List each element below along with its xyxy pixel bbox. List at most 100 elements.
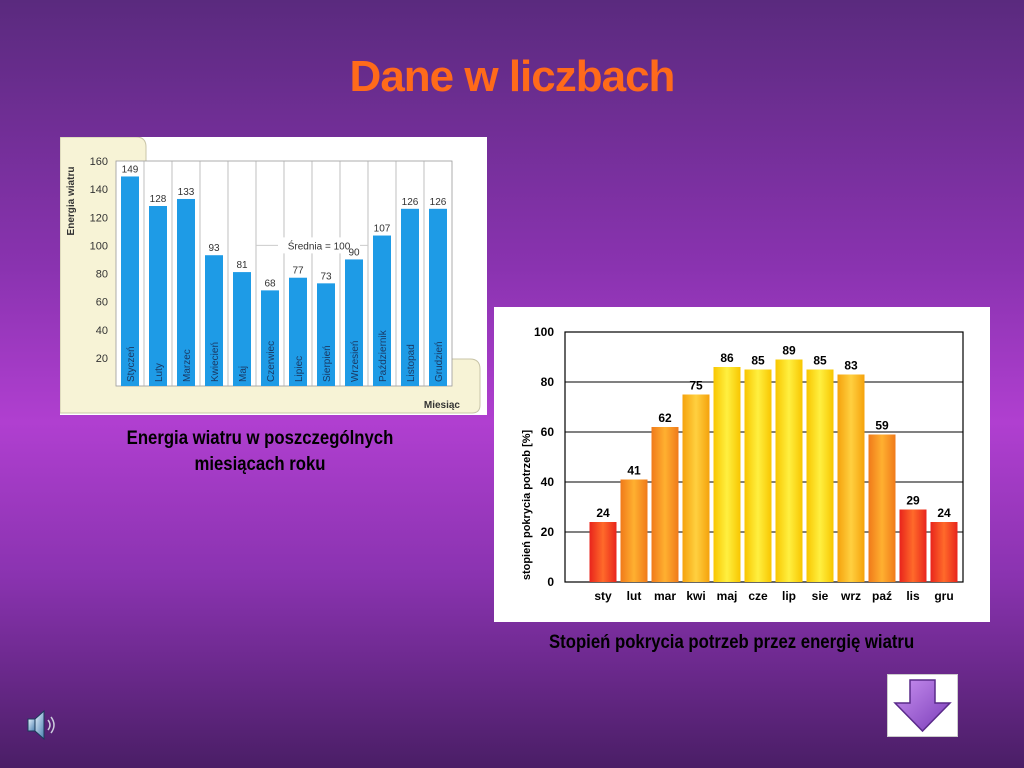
chart1-category-label: Maj bbox=[238, 366, 249, 382]
chart1-bar-value-label: 90 bbox=[348, 247, 360, 258]
chart2-bar bbox=[837, 374, 865, 582]
chart1-category-label: Październik bbox=[378, 329, 389, 382]
chart1-bar-value-label: 77 bbox=[292, 266, 304, 277]
chart2-bar bbox=[899, 509, 927, 582]
chart2-caption: Stopień pokrycia potrzeb przez energię w… bbox=[549, 632, 915, 653]
chart1-x-axis-label: Miesiąc bbox=[424, 400, 461, 411]
chart1-bar-value-label: 126 bbox=[430, 197, 447, 208]
chart1-bar-value-label: 81 bbox=[236, 260, 248, 271]
down-arrow-icon bbox=[893, 679, 952, 733]
chart2-y-tick-label: 0 bbox=[547, 575, 554, 589]
chart2-bar-value-label: 59 bbox=[875, 419, 889, 433]
chart2-y-tick-label: 60 bbox=[541, 425, 555, 439]
chart2-y-tick-label: 100 bbox=[534, 325, 554, 339]
chart2-bar bbox=[930, 522, 958, 582]
chart1-bar bbox=[205, 255, 223, 386]
chart1-y-tick-label: 20 bbox=[96, 353, 108, 365]
chart1-bar-value-label: 73 bbox=[320, 271, 332, 282]
chart2-category-label: lut bbox=[627, 589, 642, 603]
chart1-bar bbox=[289, 277, 307, 386]
chart2-bar-value-label: 24 bbox=[596, 506, 610, 520]
chart1-bar-value-label: 68 bbox=[264, 278, 276, 289]
chart2-bar bbox=[713, 367, 741, 582]
chart1-bar-value-label: 93 bbox=[208, 243, 220, 254]
chart1-bar-value-label: 128 bbox=[150, 194, 167, 205]
coverage-chart: 0 20 40 60 80 100 stopień pokrycia potrzeb [%]… bbox=[521, 325, 964, 603]
chart2-y-tick-label: 80 bbox=[541, 375, 555, 389]
chart2-bar-value-label: 85 bbox=[751, 354, 765, 368]
next-slide-button[interactable] bbox=[887, 674, 958, 737]
chart2-y-tick-label: 20 bbox=[541, 525, 555, 539]
chart1-average-label: Średnia = 100 bbox=[288, 239, 351, 252]
chart1-category-label: Sierpień bbox=[322, 345, 333, 382]
chart1-bar-value-label: 107 bbox=[374, 224, 391, 235]
chart2-category-label: mar bbox=[654, 589, 676, 603]
chart2-bar-value-label: 29 bbox=[906, 494, 920, 508]
chart1-bar bbox=[121, 176, 139, 386]
chart2-bar bbox=[620, 479, 648, 582]
chart2-bar bbox=[806, 369, 834, 582]
chart1-bar-value-label: 149 bbox=[122, 164, 139, 175]
chart1-bar bbox=[261, 290, 279, 386]
chart2-bar-value-label: 75 bbox=[689, 379, 703, 393]
chart2-bar-value-label: 85 bbox=[813, 354, 827, 368]
chart2-category-label: maj bbox=[717, 589, 738, 603]
chart2-bar bbox=[868, 434, 896, 582]
chart2-category-label: lip bbox=[782, 589, 796, 603]
wind-energy-chart: 20 40 60 80 100 120 140 160 Energia wiatru Średni… bbox=[59, 136, 481, 414]
chart1-bar bbox=[401, 208, 419, 386]
chart2-category-label: wrz bbox=[840, 589, 861, 603]
chart1-bar bbox=[233, 272, 251, 386]
chart2-bar-value-label: 41 bbox=[627, 464, 641, 478]
chart2-bar-value-label: 62 bbox=[658, 411, 672, 425]
chart1-bar bbox=[149, 206, 167, 386]
chart1-category-label: Czerwiec bbox=[266, 341, 277, 382]
chart1-average-label-bg bbox=[278, 237, 360, 254]
chart2-bar-value-label: 83 bbox=[844, 359, 858, 373]
chart1-bar bbox=[177, 198, 195, 386]
chart1-category-label: Luty bbox=[154, 363, 165, 382]
chart2-bar bbox=[682, 394, 710, 582]
chart2-category-label: gru bbox=[934, 589, 953, 603]
chart1-y-axis-label: Energia wiatru bbox=[66, 167, 77, 236]
chart1-y-tick-label: 160 bbox=[90, 156, 108, 168]
chart1-bar bbox=[345, 259, 363, 386]
chart1-y-tick-label: 140 bbox=[90, 184, 108, 196]
chart2-y-axis-label: stopień pokrycia potrzeb [%] bbox=[521, 429, 533, 580]
chart2-bar bbox=[775, 359, 803, 582]
chart1-category-label: Styczeń bbox=[126, 346, 137, 382]
chart2-category-label: lis bbox=[906, 589, 920, 603]
chart1-category-label: Kwiecień bbox=[210, 342, 221, 382]
chart1-category-label: Listopad bbox=[406, 344, 417, 382]
chart1-y-tick-label: 40 bbox=[96, 325, 108, 337]
chart2-bar bbox=[651, 427, 679, 582]
chart1-y-tick-label: 80 bbox=[96, 269, 108, 281]
chart1-category-label: Lipiec bbox=[294, 356, 305, 382]
wind-energy-chart-panel: 20 40 60 80 100 120 140 160 Energia wiatru Średni… bbox=[59, 136, 487, 415]
chart2-bar-value-label: 24 bbox=[937, 506, 951, 520]
chart2-category-label: sie bbox=[812, 589, 829, 603]
chart1-y-tick-label: 120 bbox=[90, 212, 108, 224]
chart1-bar-value-label: 126 bbox=[402, 197, 419, 208]
chart1-category-label: Marzec bbox=[182, 349, 193, 382]
chart2-category-label: cze bbox=[748, 589, 768, 603]
slide-title: Dane w liczbach bbox=[349, 52, 676, 101]
chart1-y-tick-label: 100 bbox=[90, 240, 108, 252]
speaker-icon[interactable] bbox=[26, 708, 58, 742]
coverage-chart-panel: 0 20 40 60 80 100 stopień pokrycia potrzeb [%]… bbox=[494, 307, 990, 622]
chart1-caption: Energia wiatru w poszczególnych miesiąca… bbox=[126, 428, 394, 475]
chart2-category-label: paź bbox=[872, 589, 892, 603]
chart1-bar-value-label: 133 bbox=[178, 187, 195, 198]
chart1-y-tick-label: 60 bbox=[96, 297, 108, 309]
chart2-bar bbox=[589, 522, 617, 582]
chart1-bar bbox=[429, 208, 447, 386]
chart2-y-tick-label: 40 bbox=[541, 475, 555, 489]
chart2-bar-value-label: 89 bbox=[782, 344, 796, 358]
chart1-bar bbox=[317, 283, 335, 386]
chart2-category-label: kwi bbox=[686, 589, 705, 603]
chart1-bar bbox=[373, 235, 391, 386]
chart2-bar bbox=[744, 369, 772, 582]
chart2-category-label: sty bbox=[594, 589, 612, 603]
chart1-category-label: Wrzesień bbox=[350, 341, 361, 383]
chart2-bar-value-label: 86 bbox=[720, 351, 734, 365]
